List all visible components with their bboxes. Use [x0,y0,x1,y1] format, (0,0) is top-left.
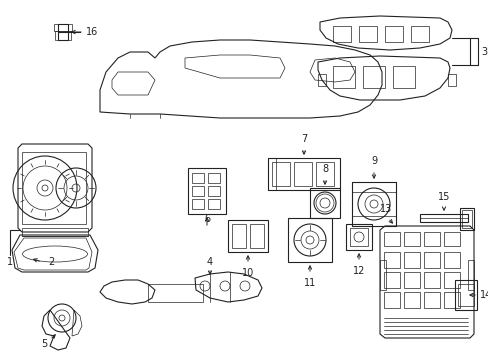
Text: 16: 16 [86,27,98,37]
Bar [187,168,225,214]
Bar [383,252,399,268]
Bar [351,182,395,226]
Bar [457,284,473,306]
Bar [22,228,88,236]
Text: 6: 6 [203,214,210,224]
Bar [384,26,402,42]
Bar [332,26,350,42]
Text: 5: 5 [41,339,47,349]
Bar [207,173,220,183]
Bar [443,232,459,246]
Bar [423,272,439,288]
Text: 15: 15 [437,192,449,202]
Bar [192,199,203,209]
Bar [403,272,419,288]
Bar [403,252,419,268]
Bar [467,260,473,290]
Bar [58,24,68,40]
Text: 11: 11 [303,278,315,288]
Bar [207,199,220,209]
Text: 1: 1 [7,257,13,267]
Bar [309,188,339,218]
Bar [358,26,376,42]
Bar [423,232,439,246]
Bar [227,220,267,252]
Text: 3: 3 [480,47,486,57]
Text: 9: 9 [370,156,376,166]
Bar [55,31,71,40]
Bar [423,292,439,308]
Bar [383,232,399,246]
Bar [459,208,473,230]
Bar [383,292,399,308]
Bar [267,158,275,190]
Bar [403,232,419,246]
Bar [287,218,331,262]
Bar [207,186,220,196]
Text: 2: 2 [48,257,54,267]
Text: 12: 12 [352,266,365,276]
Bar [317,74,325,86]
Bar [315,162,333,186]
Bar [461,210,471,228]
Text: 10: 10 [242,268,254,278]
Bar [192,186,203,196]
Bar [267,158,339,190]
Bar [54,24,72,31]
Text: 14: 14 [479,290,488,300]
Bar [419,214,467,222]
Bar [231,224,245,248]
Bar [443,252,459,268]
Text: 4: 4 [206,257,213,267]
Text: 8: 8 [321,164,327,174]
Bar [443,272,459,288]
Bar [332,66,354,88]
Bar [410,26,428,42]
Bar [293,162,311,186]
Bar [423,252,439,268]
Bar [379,260,385,290]
Bar [403,292,419,308]
Bar [148,284,203,302]
Bar [443,292,459,308]
Bar [447,74,455,86]
Bar [383,272,399,288]
Bar [362,66,384,88]
Bar [454,280,476,310]
Bar [192,173,203,183]
Bar [249,224,264,248]
Bar [349,228,367,246]
Text: 7: 7 [300,134,306,144]
Text: 13: 13 [379,204,391,214]
Bar [392,66,414,88]
Bar [271,162,289,186]
Bar [346,224,371,250]
